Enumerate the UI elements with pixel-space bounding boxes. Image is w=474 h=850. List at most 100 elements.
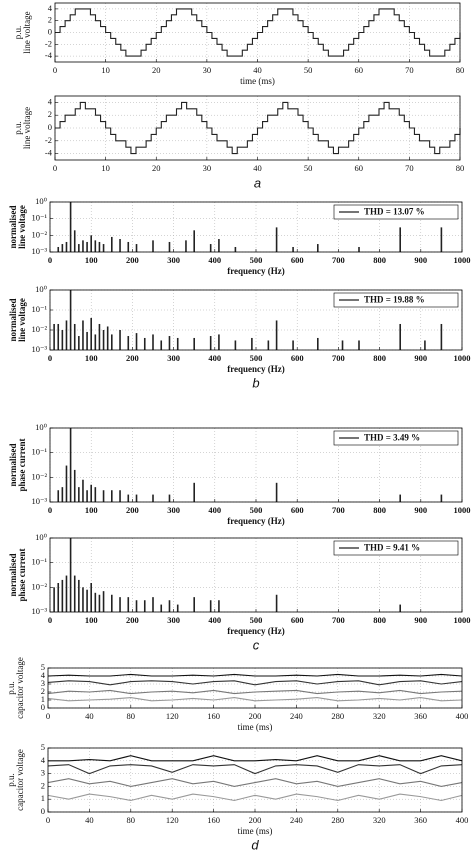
x-tick-label: 400 xyxy=(208,505,221,515)
x-tick-label: 500 xyxy=(250,505,263,515)
y-tick-label: 10⁰ xyxy=(35,196,48,206)
y-axis-label: p.u. xyxy=(13,26,23,40)
x-tick-label: 0 xyxy=(53,163,57,173)
y-axis-label: phase current xyxy=(17,438,27,491)
x-tick-label: 30 xyxy=(203,163,212,173)
x-tick-label: 200 xyxy=(126,353,139,363)
plot-frame xyxy=(47,667,463,709)
y-axis-label: p.u. xyxy=(6,773,16,787)
x-tick-label: 360 xyxy=(414,815,427,825)
data-line xyxy=(47,764,463,775)
y-tick-label: 3 xyxy=(41,678,45,688)
y-tick-label: 2 xyxy=(41,686,45,696)
x-tick-label: 400 xyxy=(456,815,469,825)
x-tick-label: 700 xyxy=(332,255,345,265)
y-tick-label: 3 xyxy=(41,768,45,778)
x-tick-label: 0 xyxy=(48,255,52,265)
x-tick-label: 100 xyxy=(85,353,98,363)
x-tick-label: 300 xyxy=(167,255,180,265)
x-tick-label: 0 xyxy=(53,65,57,75)
x-tick-label: 100 xyxy=(85,255,98,265)
plot-frame xyxy=(49,289,463,351)
x-axis-label: frequency (Hz) xyxy=(227,626,285,636)
x-tick-label: 900 xyxy=(414,505,427,515)
x-tick-label: 60 xyxy=(355,163,364,173)
y-tick-label: 1 xyxy=(41,793,45,803)
y-tick-label: 2 xyxy=(48,15,52,25)
x-tick-label: 900 xyxy=(414,255,427,265)
x-tick-label: 60 xyxy=(355,65,364,75)
data-line xyxy=(47,778,463,787)
y-tick-label: 0 xyxy=(41,702,45,712)
x-tick-label: 200 xyxy=(249,815,262,825)
x-tick-label: 0 xyxy=(46,815,50,825)
legend-box xyxy=(333,292,459,308)
plot-frame xyxy=(49,201,463,253)
panel: 10⁻³ 10⁻² 10⁻¹ 10⁰ 0 100 200 300 400 500 600 700 800… xyxy=(8,196,470,276)
y-axis-label: capacitor voltage xyxy=(15,657,25,719)
y-axis-label: line voltage xyxy=(22,11,32,53)
y-tick-label: 10⁻¹ xyxy=(31,304,47,314)
caption: b xyxy=(252,375,259,390)
x-tick-label: 20 xyxy=(152,163,161,173)
legend-label: THD = 19.88 % xyxy=(364,295,425,305)
x-tick-label: 50 xyxy=(304,65,313,75)
x-tick-label: 400 xyxy=(456,711,469,721)
x-tick-label: 700 xyxy=(332,353,345,363)
caption: c xyxy=(253,637,260,652)
x-tick-label: 80 xyxy=(456,163,465,173)
x-tick-label: 40 xyxy=(253,163,262,173)
y-tick-label: 4 xyxy=(41,755,46,765)
legend-box xyxy=(333,204,459,220)
x-tick-label: 10 xyxy=(101,65,110,75)
y-tick-label: 0 xyxy=(41,806,45,816)
x-axis-label: time (ms) xyxy=(240,76,275,86)
x-tick-label: 1000 xyxy=(454,505,471,515)
x-tick-label: 600 xyxy=(291,615,304,625)
y-tick-label: 10⁻² xyxy=(31,581,47,591)
data-line xyxy=(47,793,463,802)
x-tick-label: 600 xyxy=(291,505,304,515)
y-tick-label: 10⁻² xyxy=(31,229,47,239)
x-tick-label: 200 xyxy=(126,615,139,625)
x-tick-label: 200 xyxy=(126,255,139,265)
y-tick-label: 4 xyxy=(48,96,53,106)
y-tick-label: 10⁻³ xyxy=(31,246,47,256)
x-tick-label: 700 xyxy=(332,615,345,625)
x-tick-label: 700 xyxy=(332,505,345,515)
y-tick-label: 2 xyxy=(41,780,45,790)
y-axis-label: line voltage xyxy=(17,205,27,249)
x-tick-label: 120 xyxy=(166,711,179,721)
y-tick-label: -4 xyxy=(45,148,53,158)
y-axis-label: normalised xyxy=(8,298,18,341)
x-tick-label: 30 xyxy=(203,65,212,75)
x-tick-label: 280 xyxy=(331,815,344,825)
x-tick-label: 1000 xyxy=(454,353,471,363)
x-tick-label: 300 xyxy=(167,353,180,363)
y-tick-label: 10⁻³ xyxy=(31,496,47,506)
x-tick-label: 400 xyxy=(208,615,221,625)
x-tick-label: 0 xyxy=(48,615,52,625)
y-tick-label: 10⁻¹ xyxy=(31,557,47,567)
x-tick-label: 70 xyxy=(405,65,414,75)
y-tick-label: -2 xyxy=(45,38,52,48)
y-axis-label: p.u. xyxy=(13,121,23,135)
x-tick-label: 40 xyxy=(85,815,94,825)
x-tick-label: 70 xyxy=(405,163,414,173)
x-axis-label: time (ms) xyxy=(238,826,273,836)
x-tick-label: 320 xyxy=(373,815,386,825)
x-tick-label: 10 xyxy=(101,163,110,173)
x-axis-label: frequency (Hz) xyxy=(227,364,285,374)
y-tick-label: 10⁻¹ xyxy=(31,447,47,457)
y-tick-label: 4 xyxy=(48,3,53,13)
y-axis-label: line voltage xyxy=(22,107,32,149)
data-line xyxy=(47,689,463,695)
x-tick-label: 300 xyxy=(167,615,180,625)
x-tick-label: 160 xyxy=(207,815,220,825)
x-tick-label: 200 xyxy=(249,711,262,721)
y-tick-label: 10⁻² xyxy=(31,324,47,334)
legend-label: THD = 3.49 % xyxy=(364,433,420,443)
x-tick-label: 0 xyxy=(48,505,52,515)
x-tick-label: 50 xyxy=(304,163,313,173)
